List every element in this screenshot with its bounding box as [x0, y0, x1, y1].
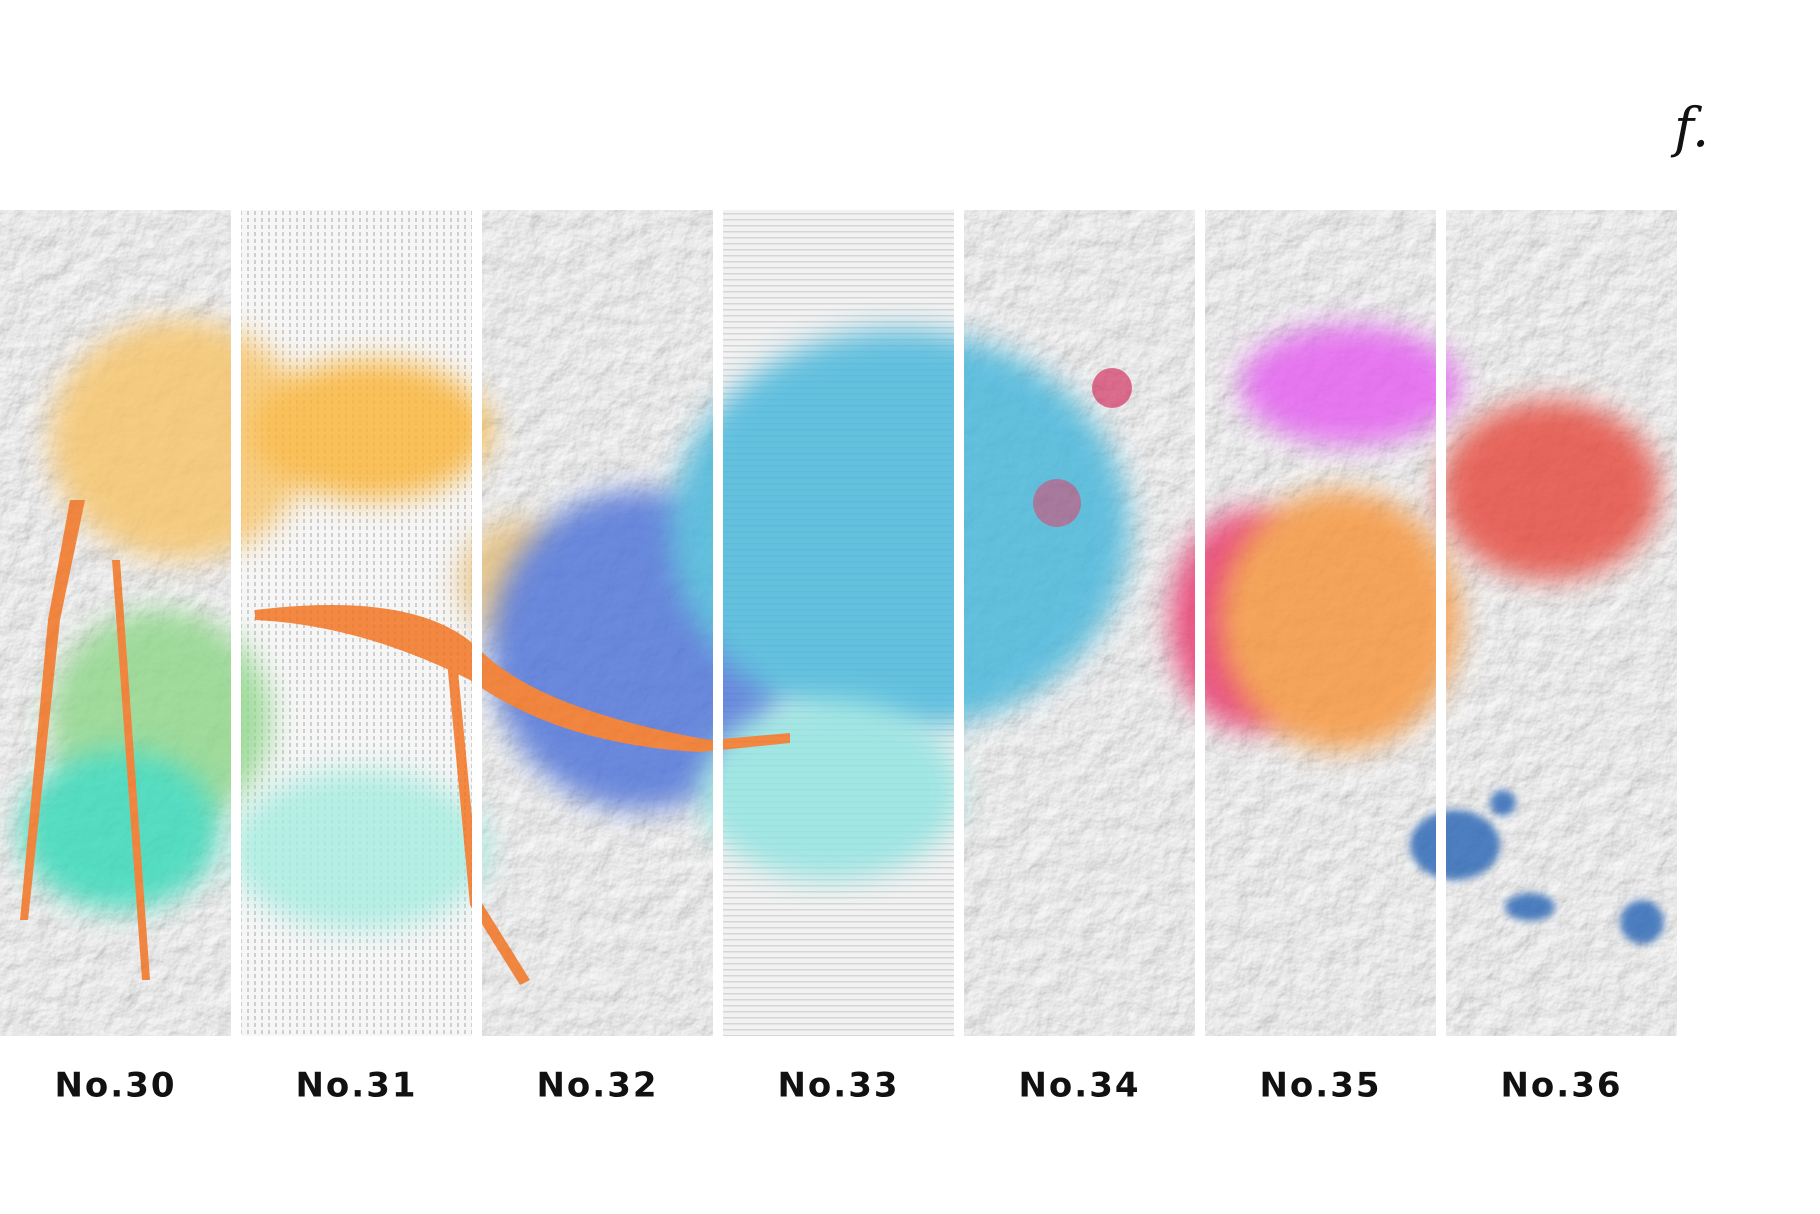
panel-gap	[954, 210, 964, 1036]
panel-label: No.34	[1018, 1066, 1140, 1106]
panel-gap	[713, 210, 723, 1036]
panel-label: No.31	[295, 1066, 417, 1106]
panel-texture	[1446, 210, 1677, 1036]
panel-label: No.35	[1259, 1066, 1381, 1106]
panel-label: No.36	[1500, 1066, 1622, 1106]
panel-label: No.30	[54, 1066, 176, 1106]
panel-label: No.33	[777, 1066, 899, 1106]
panel-gap	[1436, 210, 1446, 1036]
texture-panel	[1446, 210, 1677, 1036]
panel-gap	[231, 210, 241, 1036]
logo: f.	[1670, 96, 1709, 159]
panel-label: No.32	[536, 1066, 658, 1106]
panel-gap	[1195, 210, 1205, 1036]
panel-gap	[472, 210, 482, 1036]
